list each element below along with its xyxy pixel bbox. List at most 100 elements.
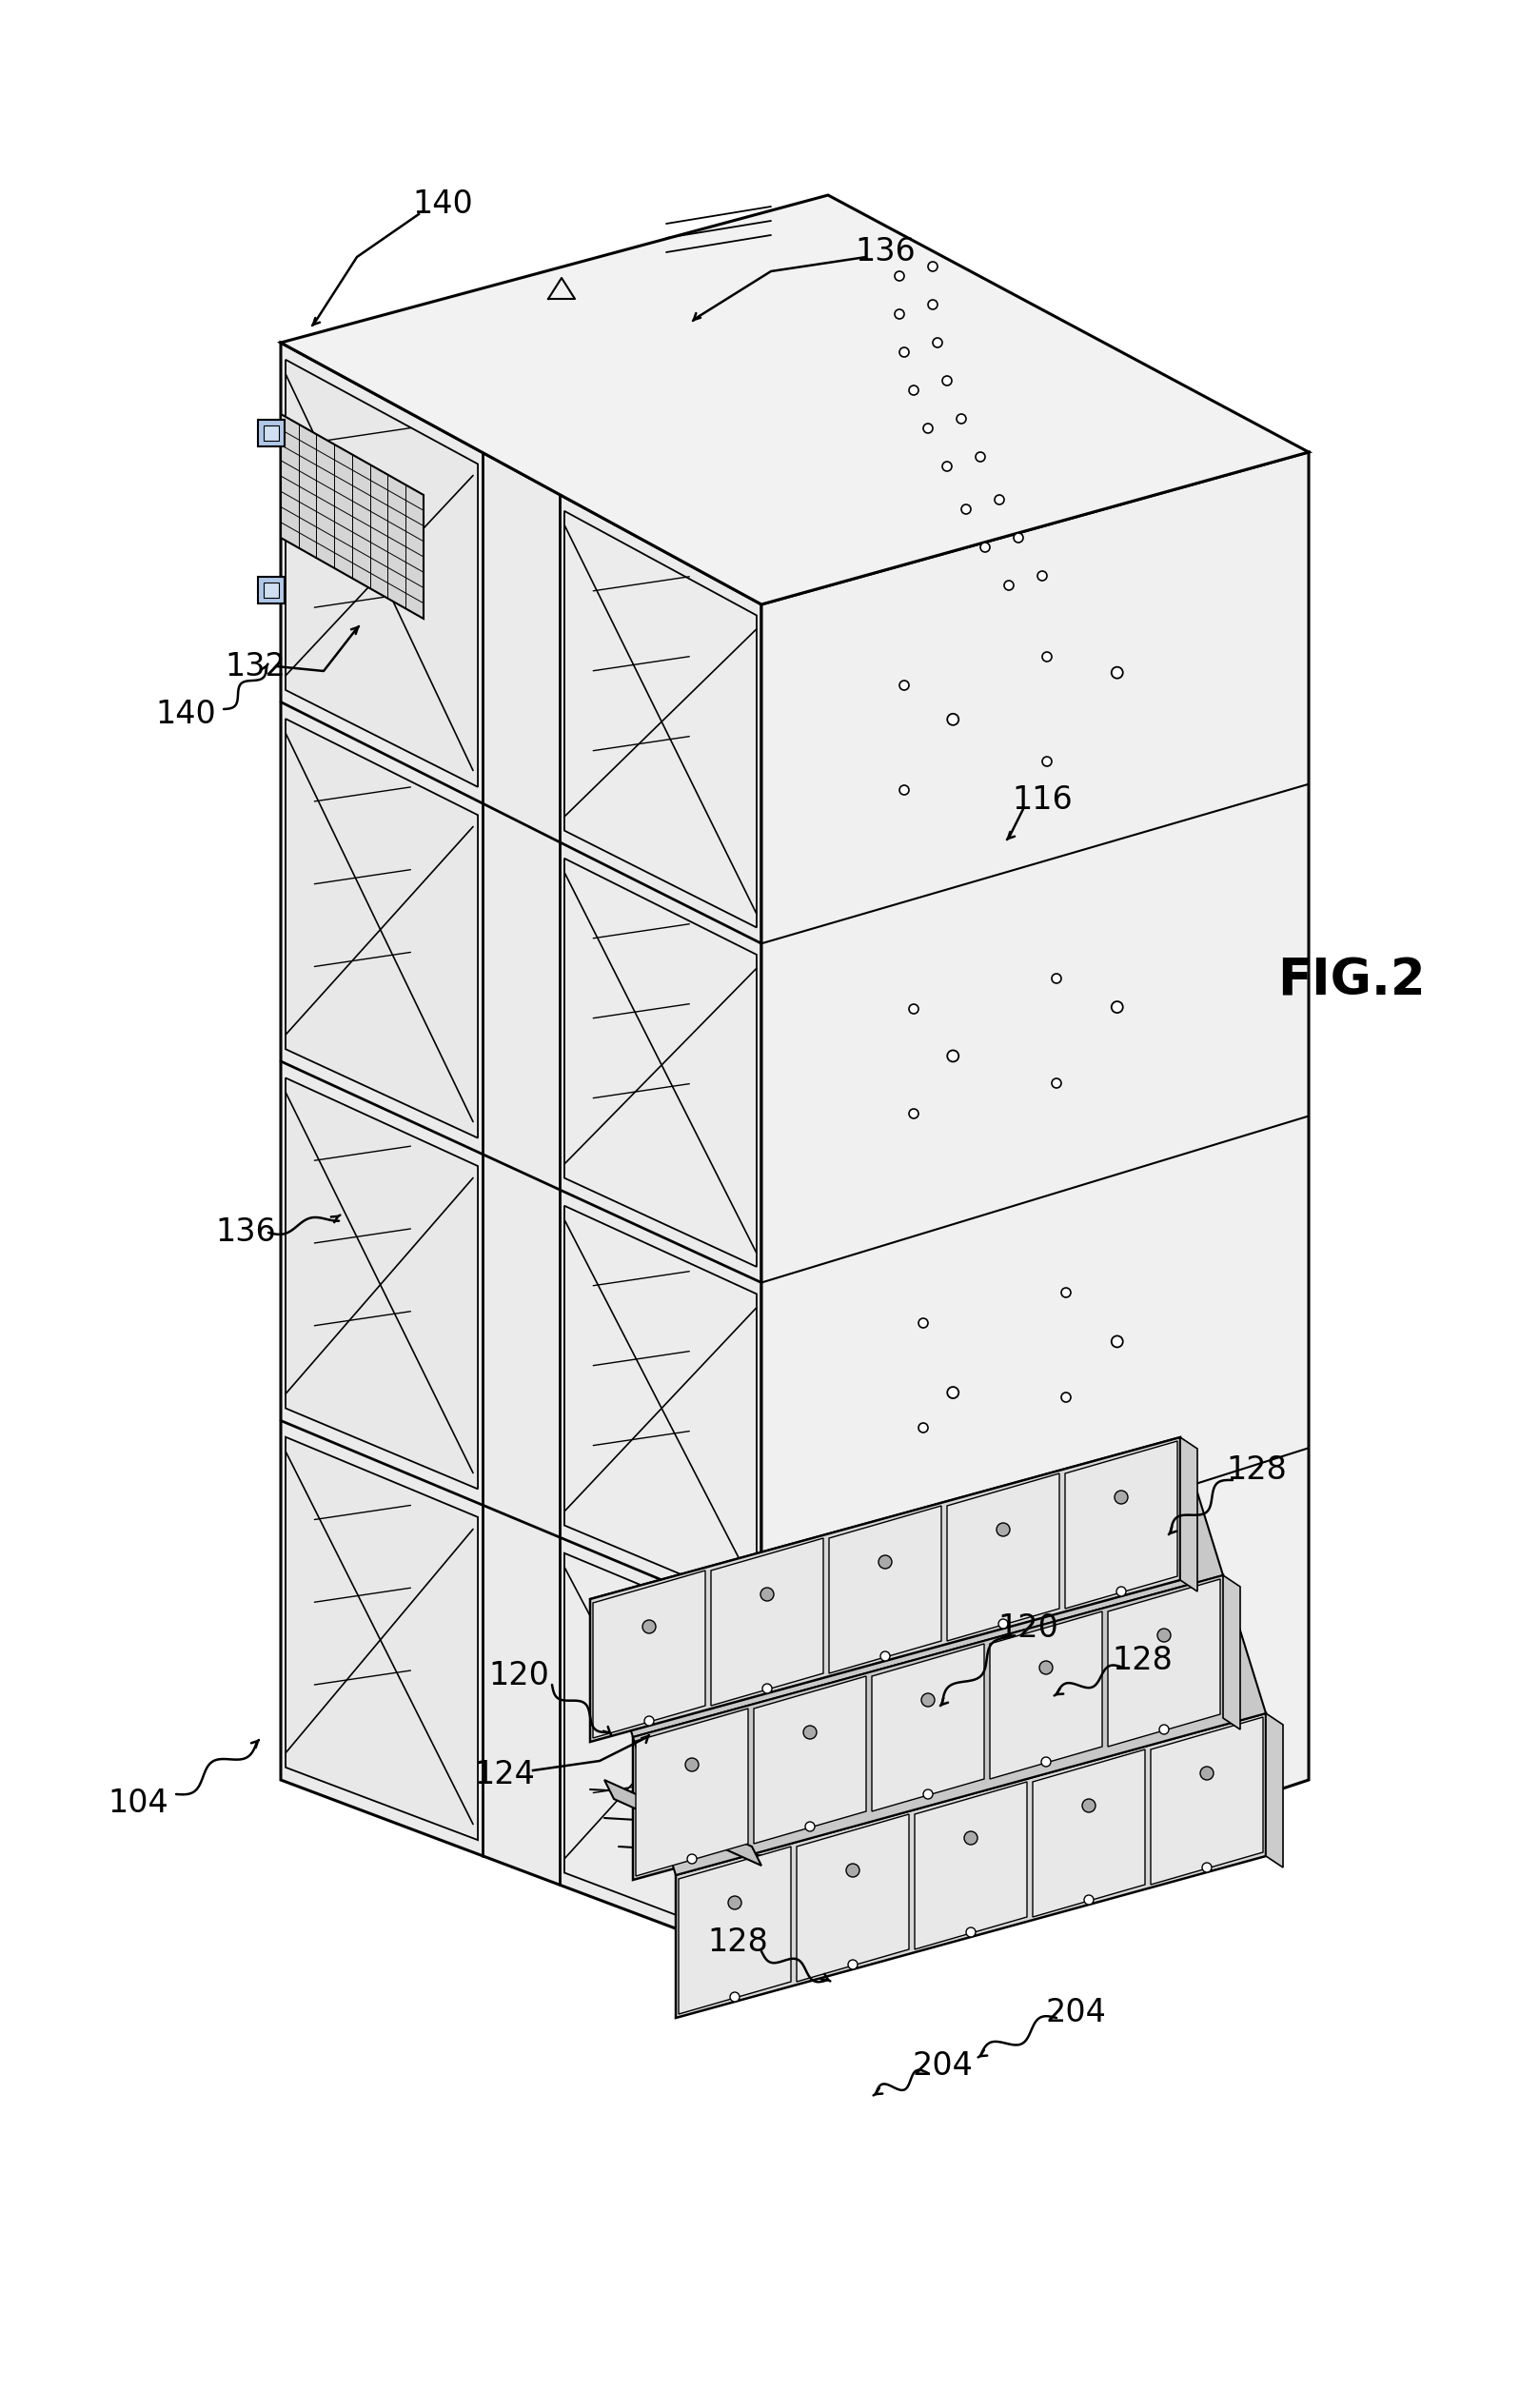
Circle shape: [1041, 1757, 1050, 1767]
Polygon shape: [257, 576, 285, 603]
Polygon shape: [1266, 1714, 1283, 1867]
Circle shape: [845, 1863, 859, 1877]
Text: 136: 136: [216, 1217, 276, 1248]
Circle shape: [685, 1757, 699, 1772]
Text: 128: 128: [1226, 1454, 1287, 1487]
Polygon shape: [711, 1537, 824, 1705]
Circle shape: [924, 1788, 933, 1798]
Circle shape: [975, 452, 986, 461]
Circle shape: [1158, 1628, 1170, 1643]
Text: 104: 104: [108, 1788, 168, 1820]
Polygon shape: [636, 1710, 748, 1877]
Polygon shape: [280, 342, 761, 1961]
Circle shape: [924, 423, 933, 433]
Circle shape: [929, 261, 938, 270]
Polygon shape: [915, 1781, 1027, 1949]
Circle shape: [804, 1726, 816, 1738]
Circle shape: [966, 1927, 975, 1937]
Polygon shape: [633, 1576, 1266, 1875]
Circle shape: [924, 1738, 933, 1745]
Circle shape: [1084, 1896, 1093, 1906]
Circle shape: [1116, 1588, 1126, 1597]
Circle shape: [849, 1961, 858, 1970]
Circle shape: [899, 347, 909, 356]
Circle shape: [996, 1523, 1010, 1537]
Polygon shape: [564, 1205, 756, 1607]
Polygon shape: [990, 1612, 1103, 1779]
Circle shape: [929, 299, 938, 308]
Polygon shape: [590, 1437, 1180, 1743]
Polygon shape: [1107, 1578, 1220, 1745]
Circle shape: [1203, 1863, 1212, 1872]
Text: 116: 116: [1012, 784, 1072, 815]
Circle shape: [1043, 756, 1052, 765]
Polygon shape: [872, 1645, 984, 1812]
Circle shape: [1040, 1662, 1053, 1674]
Polygon shape: [285, 720, 477, 1138]
Text: 136: 136: [855, 237, 915, 268]
Circle shape: [687, 1853, 696, 1863]
Circle shape: [942, 375, 952, 385]
Polygon shape: [280, 414, 424, 619]
Polygon shape: [285, 359, 477, 787]
Circle shape: [1038, 571, 1047, 581]
Circle shape: [909, 1109, 918, 1119]
Polygon shape: [604, 1779, 761, 1865]
Circle shape: [921, 1693, 935, 1707]
Polygon shape: [564, 512, 756, 928]
Text: 120: 120: [488, 1659, 550, 1690]
Polygon shape: [1150, 1717, 1263, 1884]
Circle shape: [899, 784, 909, 794]
Circle shape: [964, 1832, 978, 1843]
Polygon shape: [1223, 1576, 1240, 1729]
Circle shape: [947, 1724, 959, 1736]
Circle shape: [805, 1822, 815, 1832]
Circle shape: [899, 681, 909, 691]
Circle shape: [1061, 1392, 1070, 1401]
Circle shape: [1112, 667, 1123, 679]
Circle shape: [933, 337, 942, 347]
Circle shape: [1112, 1337, 1123, 1346]
Circle shape: [1115, 1490, 1127, 1504]
Polygon shape: [753, 1676, 865, 1843]
Circle shape: [1083, 1798, 1095, 1812]
Circle shape: [918, 1423, 929, 1432]
Circle shape: [1052, 973, 1061, 983]
Polygon shape: [593, 1571, 705, 1738]
Text: 120: 120: [998, 1612, 1058, 1643]
Circle shape: [918, 1317, 929, 1327]
Circle shape: [1112, 1671, 1123, 1681]
Text: FIG.2: FIG.2: [1278, 956, 1426, 1004]
Circle shape: [730, 1992, 739, 2001]
Polygon shape: [679, 1846, 792, 2013]
Circle shape: [947, 1050, 959, 1062]
Circle shape: [947, 713, 959, 724]
Circle shape: [1061, 1289, 1070, 1298]
Polygon shape: [947, 1473, 1060, 1640]
Polygon shape: [257, 421, 285, 447]
Polygon shape: [1180, 1437, 1198, 1592]
Circle shape: [956, 414, 966, 423]
Circle shape: [895, 270, 904, 280]
Polygon shape: [676, 1714, 1266, 2018]
Circle shape: [878, 1554, 892, 1568]
Text: 124: 124: [474, 1760, 534, 1791]
Text: 132: 132: [225, 650, 285, 681]
Circle shape: [942, 461, 952, 471]
Polygon shape: [564, 1554, 756, 1946]
Circle shape: [881, 1652, 890, 1662]
Circle shape: [947, 1387, 959, 1399]
Text: 128: 128: [707, 1927, 768, 1958]
Text: 128: 128: [1112, 1645, 1172, 1676]
Circle shape: [762, 1683, 772, 1693]
Circle shape: [909, 1004, 918, 1014]
Circle shape: [998, 1619, 1009, 1628]
Text: 204: 204: [912, 2049, 973, 2080]
Circle shape: [1066, 1602, 1075, 1612]
Polygon shape: [796, 1815, 909, 1982]
Circle shape: [924, 1633, 933, 1643]
Polygon shape: [590, 1437, 1223, 1738]
Polygon shape: [285, 1437, 477, 1841]
Text: 204: 204: [1046, 1996, 1106, 2030]
Circle shape: [728, 1896, 741, 1910]
